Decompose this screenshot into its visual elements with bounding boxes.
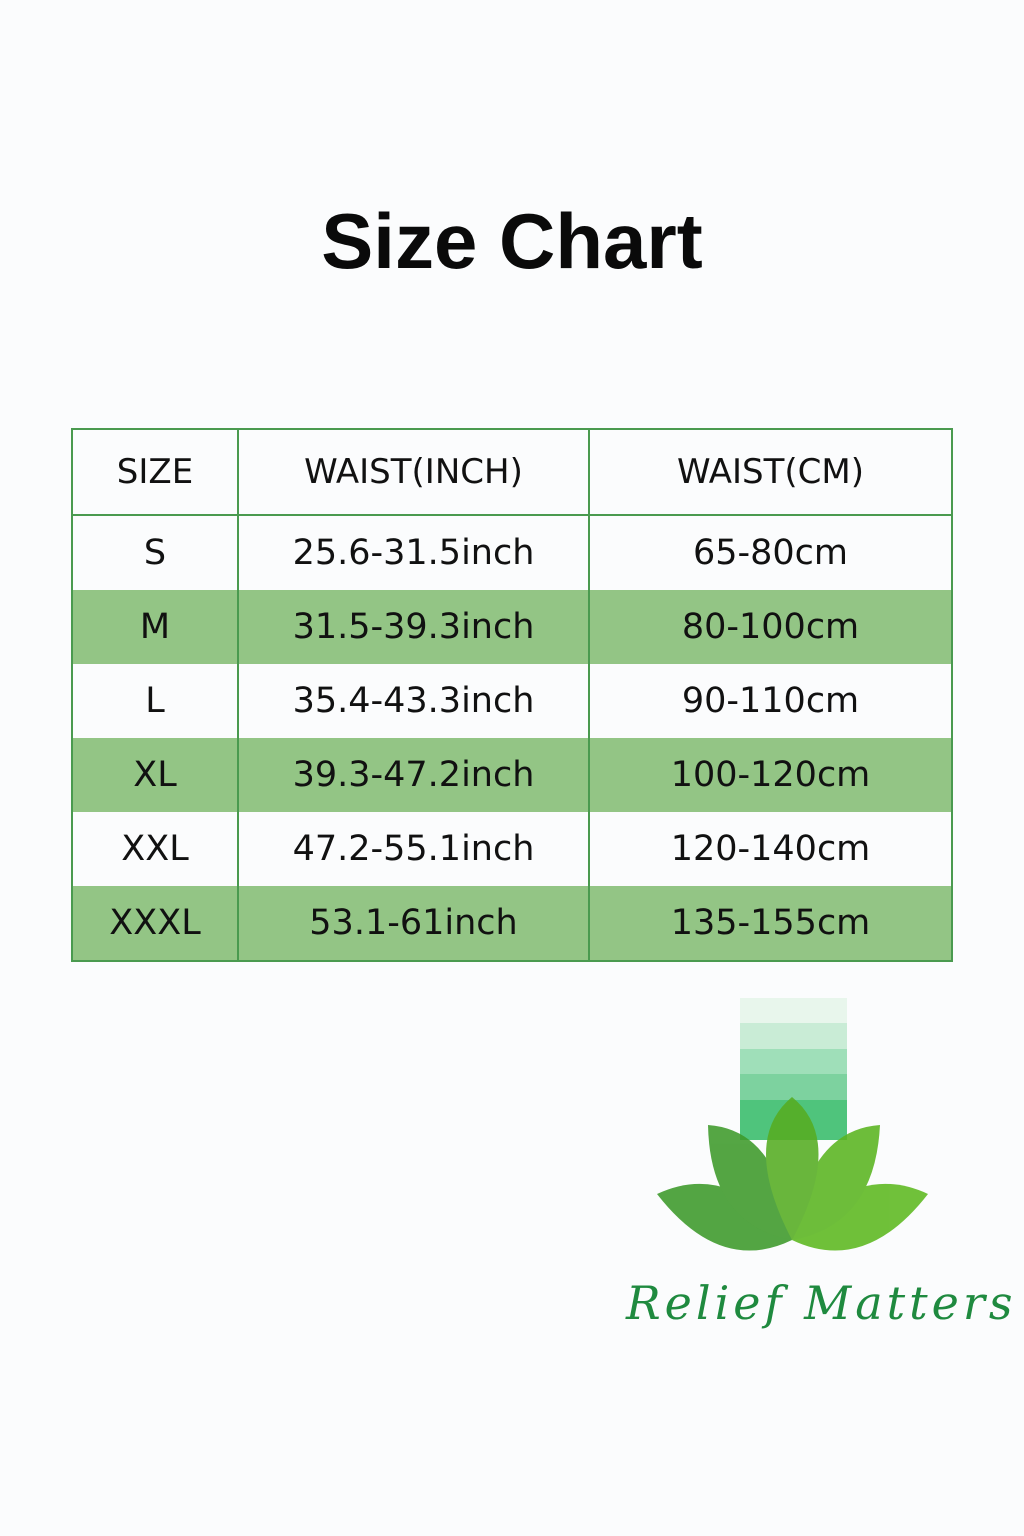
inch-cell: 53.1-61inch — [237, 886, 590, 961]
table-row: L 35.4-43.3inch 90-110cm — [71, 664, 953, 738]
header-waist-inch: WAIST(INCH) — [237, 429, 590, 516]
size-cell: M — [71, 590, 239, 664]
size-cell: L — [71, 664, 239, 738]
cm-cell: 80-100cm — [588, 590, 953, 664]
table-row: XXXL 53.1-61inch 135-155cm — [71, 886, 953, 961]
inch-cell: 39.3-47.2inch — [237, 738, 590, 812]
inch-cell: 35.4-43.3inch — [237, 664, 590, 738]
size-cell: XXXL — [71, 886, 239, 961]
page-title: Size Chart — [321, 197, 703, 285]
inch-cell: 31.5-39.3inch — [237, 590, 590, 664]
size-cell: XL — [71, 738, 239, 812]
size-chart-table: SIZE WAIST(INCH) WAIST(CM) S 25.6-31.5inc… — [71, 428, 953, 962]
cm-cell: 135-155cm — [588, 886, 953, 961]
table-row: M 31.5-39.3inch 80-100cm — [71, 590, 953, 664]
table-row: S 25.6-31.5inch 65-80cm — [71, 515, 953, 590]
table-row: XXL 47.2-55.1inch 120-140cm — [71, 812, 953, 886]
cm-cell: 100-120cm — [588, 738, 953, 812]
inch-cell: 25.6-31.5inch — [237, 515, 590, 590]
header-waist-cm: WAIST(CM) — [588, 429, 953, 516]
size-cell: S — [71, 515, 239, 590]
lotus-logo-icon — [657, 998, 928, 1251]
brand-name: Relief Matters — [626, 1276, 1017, 1330]
header-size: SIZE — [71, 429, 239, 516]
inch-cell: 47.2-55.1inch — [237, 812, 590, 886]
cm-cell: 90-110cm — [588, 664, 953, 738]
table-header-row: SIZE WAIST(INCH) WAIST(CM) — [71, 429, 953, 516]
cm-cell: 65-80cm — [588, 515, 953, 590]
size-cell: XXL — [71, 812, 239, 886]
cm-cell: 120-140cm — [588, 812, 953, 886]
table-row: XL 39.3-47.2inch 100-120cm — [71, 738, 953, 812]
